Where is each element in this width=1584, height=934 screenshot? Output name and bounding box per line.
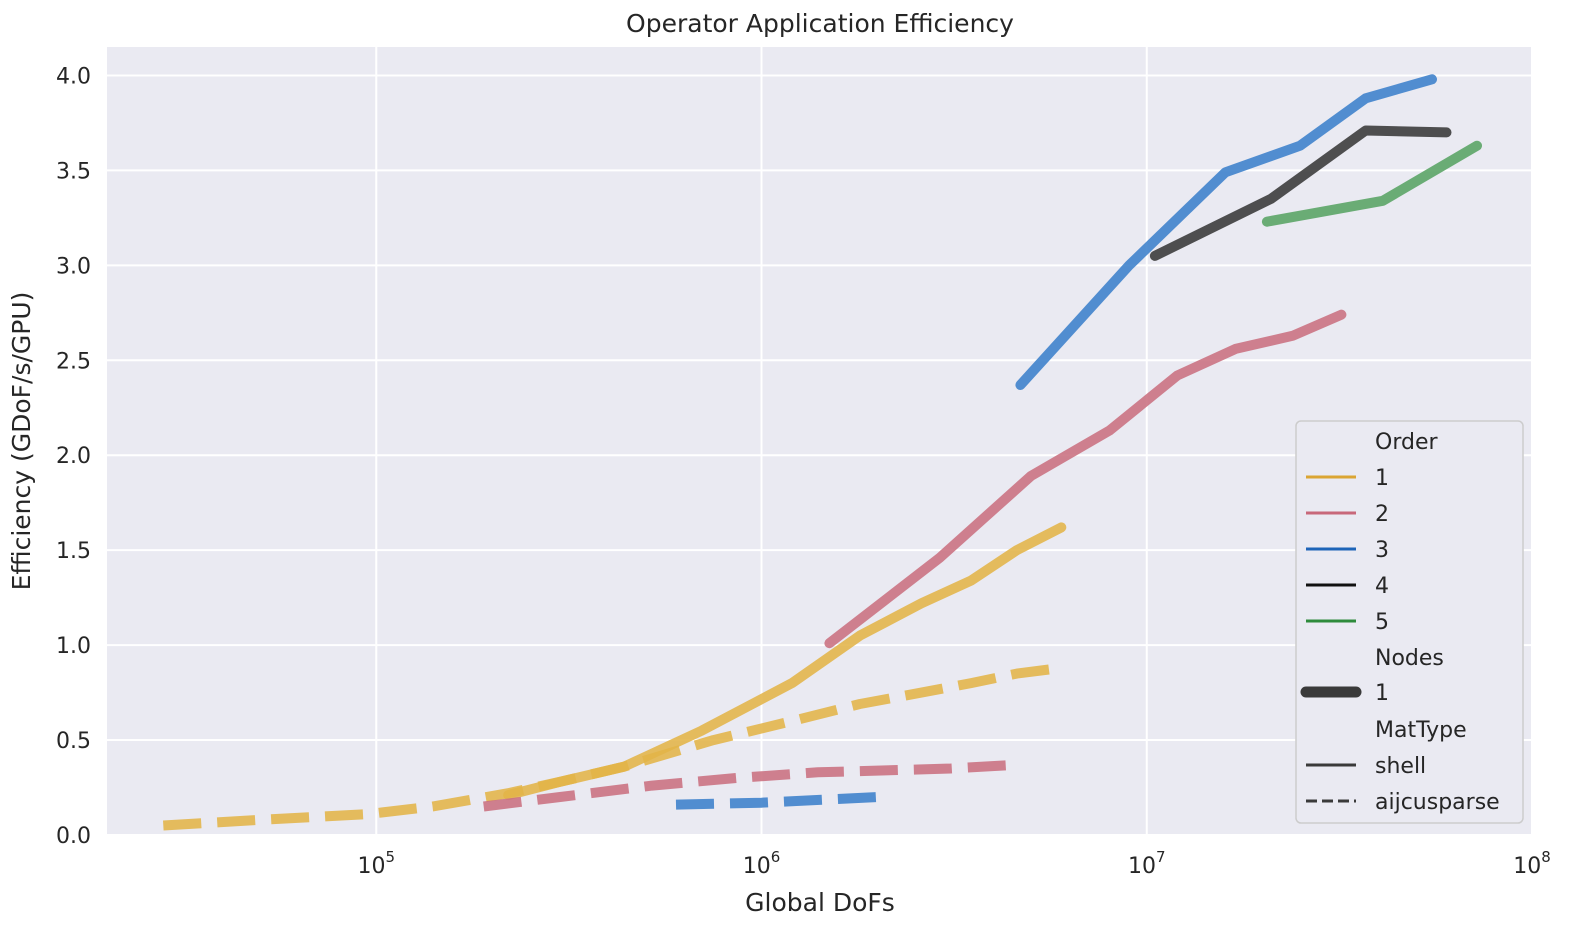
legend-title-mattype: MatType [1375, 718, 1467, 743]
chart-title: Operator Application Efficiency [626, 9, 1014, 38]
y-axis-label: Efficiency (GDoF/s/GPU) [7, 292, 36, 591]
x-tick-label: 108 [1513, 848, 1551, 879]
y-tick-label: 0.0 [56, 824, 91, 849]
x-tick-label: 106 [743, 848, 781, 879]
x-tick-label: 105 [357, 848, 395, 879]
legend-order-4-label: 4 [1375, 574, 1389, 599]
x-tick-labels: 105 106 107 108 [357, 848, 1550, 879]
legend-order-3-label: 3 [1375, 538, 1389, 563]
y-tick-label: 3.5 [56, 159, 91, 184]
legend-title-nodes: Nodes [1375, 646, 1444, 671]
legend: Order 1 2 3 4 5 Nodes 1 MatType shell aijcus… [1295, 420, 1524, 824]
series-order-2-aijcusparse [483, 759, 1018, 812]
legend-order-2-label: 2 [1375, 502, 1389, 527]
y-tick-label: 1.5 [56, 539, 91, 564]
y-tick-label: 3.0 [56, 254, 91, 279]
y-tick-label: 0.5 [56, 729, 91, 754]
legend-shell-label: shell [1375, 754, 1426, 779]
y-tick-labels: 0.0 0.5 1.0 1.5 2.0 2.5 3.0 3.5 4.0 [56, 64, 91, 849]
series-order-5-shell [1261, 140, 1482, 227]
series-order-1-shell [503, 522, 1067, 801]
x-tick-label: 107 [1128, 848, 1166, 879]
y-tick-label: 2.5 [56, 349, 91, 374]
series-order-3-aijcusparse [675, 792, 878, 810]
series-order-4-shell [1149, 125, 1452, 261]
y-tick-label: 1.0 [56, 634, 91, 659]
series-order-3-shell [1015, 74, 1437, 390]
legend-aijcusparse-label: aijcusparse [1375, 790, 1500, 815]
series-order-2-shell [824, 309, 1347, 649]
legend-nodes-label: 1 [1375, 681, 1389, 706]
series-order-1-aijcusparse [163, 662, 1062, 831]
y-tick-label: 4.0 [56, 64, 91, 89]
legend-title-order: Order [1375, 430, 1438, 455]
x-axis-label: Global DoFs [745, 888, 895, 917]
legend-box [1295, 420, 1524, 824]
series-lines [163, 74, 1482, 831]
legend-order-5-label: 5 [1375, 610, 1389, 635]
y-tick-label: 2.0 [56, 444, 91, 469]
legend-order-1-label: 1 [1375, 466, 1389, 491]
